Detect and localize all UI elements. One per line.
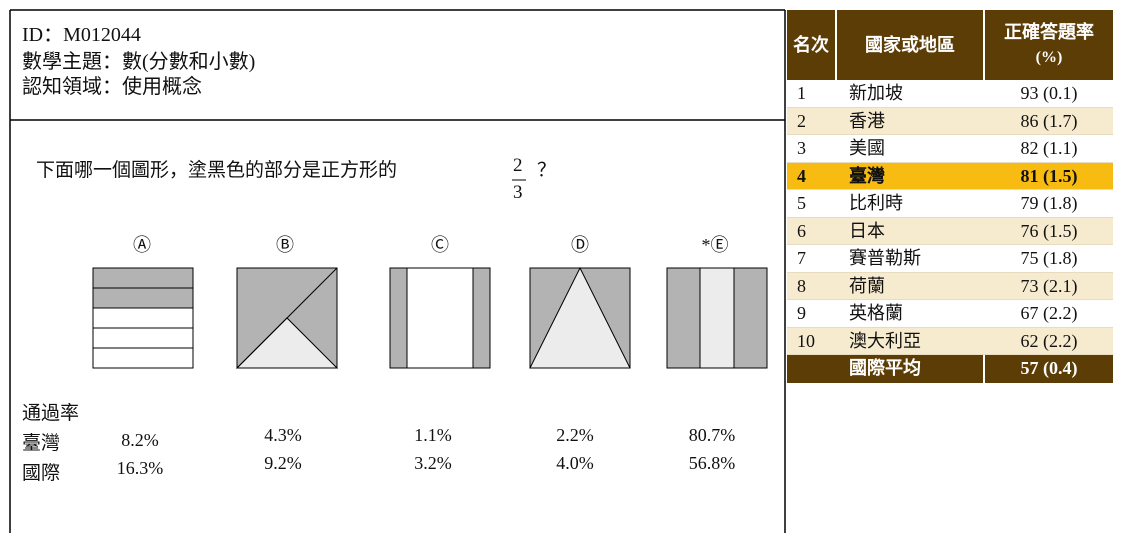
table-cell: 81 (1.5) [1020,165,1078,186]
table-cell: 日本 [849,220,885,241]
table-cell: 美國 [849,138,885,158]
item-id: ID：M012044 [22,24,141,46]
table-cell: 79 (1.8) [1020,193,1078,213]
header-rank: 名次 [787,10,837,80]
pass-title: 通過率 [22,403,80,424]
table-row: 3 美國 82 (1.1) [787,135,1113,163]
table-cell: 75 (1.8) [1020,248,1078,268]
pass-value: 16.3% [116,458,164,478]
table-row: 9 英格蘭 67 (2.2) [787,300,1113,328]
table-cell: 臺灣 [849,165,885,186]
option-label: Ⓑ [276,235,294,255]
pass-value: 2.2% [556,425,594,445]
table-cell: 76 (1.5) [1020,220,1078,241]
table-cell: 4 [797,165,806,186]
table-cell: 67 (2.2) [1020,303,1078,323]
pass-value: 4.0% [556,453,594,473]
option-label: Ⓓ [571,235,589,255]
table-row: 10 澳大利亞 62 (2.2) [787,327,1113,355]
question-end: ？ [537,160,557,181]
table-cell: 7 [797,248,806,268]
pass-label: 國際 [22,463,61,484]
table-cell: 1 [797,83,806,103]
table-row: 6 日本 76 (1.5) [787,217,1113,245]
item-frame [9,9,786,533]
table-cell: 10 [797,330,815,351]
pass-label: 臺灣 [22,433,61,454]
table-cell: 8 [797,275,806,296]
table-header: 名次 國家或地區 正確答題率 (%) [787,10,1113,80]
table-footer: 國際平均 57 (0.4) [787,355,1113,383]
ranking-table: 名次 國家或地區 正確答題率 (%) 1 新加坡 93 (0.1) 2 香港 86 (1.7) 3 美… [787,10,1113,383]
table-cell: 93 (0.1) [1020,83,1078,103]
option-label: Ⓐ [133,235,151,255]
table-row: 7 賽普勒斯 75 (1.8) [787,245,1113,273]
table-row: 8 荷蘭 73 (2.1) [787,272,1113,300]
table-cell: 香港 [849,110,885,131]
table-cell: 荷蘭 [849,275,885,296]
table-cell: 6 [797,220,806,241]
table-cell: 3 [797,138,806,158]
option-label: *Ⓔ [701,235,729,255]
option-label: Ⓒ [431,235,449,255]
numerator: 2 [513,155,523,176]
pass-value: 56.8% [688,453,736,473]
header-rate-title: 正確答題率 [1004,22,1094,42]
table-cell: 9 [797,303,806,323]
table-cell: 86 (1.7) [1020,110,1078,131]
pass-value: 80.7% [688,425,736,445]
question: 下面哪一個圖形，塗黑色的部分是正方形的 [36,155,397,182]
header-country: 國家或地區 [837,10,985,80]
table-cell: 比利時 [849,193,903,213]
pass-value: 1.1% [414,425,452,445]
table-cell: 62 (2.2) [1020,330,1078,351]
table-cell: 賽普勒斯 [849,248,921,268]
pass-value: 9.2% [264,453,302,473]
table-cell: 82 (1.1) [1020,138,1078,158]
table-cell: 2 [797,110,806,131]
table-row: 1 新加坡 93 (0.1) [787,80,1113,108]
table-cell: 73 (2.1) [1020,275,1078,296]
figures [92,266,768,369]
footer-label: 國際平均 [787,355,985,383]
header-rate-unit: (%) [1035,49,1063,66]
footer-value: 57 (0.4) [1020,358,1078,378]
item-domain: 認知領域：使用概念 [22,76,202,98]
pass-value: 8.2% [121,430,159,450]
table-cell: 5 [797,193,806,213]
question-text: 下面哪一個圖形，塗黑色的部分是正方形的 [36,160,398,181]
table-cell: 英格蘭 [849,303,903,323]
table-row: 5 比利時 79 (1.8) [787,190,1113,218]
table-cell: 新加坡 [849,83,903,103]
denominator: 3 [513,182,523,203]
item-topic: 數學主題：數(分數和小數) [22,51,256,73]
header-rate: 正確答題率 (%) [985,10,1113,80]
table-row: 2 香港 86 (1.7) [787,107,1113,135]
table-cell: 澳大利亞 [849,330,921,351]
pass-value: 3.2% [414,453,452,473]
table-row: 4 臺灣 81 (1.5) [787,162,1113,190]
pass-value: 4.3% [264,425,302,445]
